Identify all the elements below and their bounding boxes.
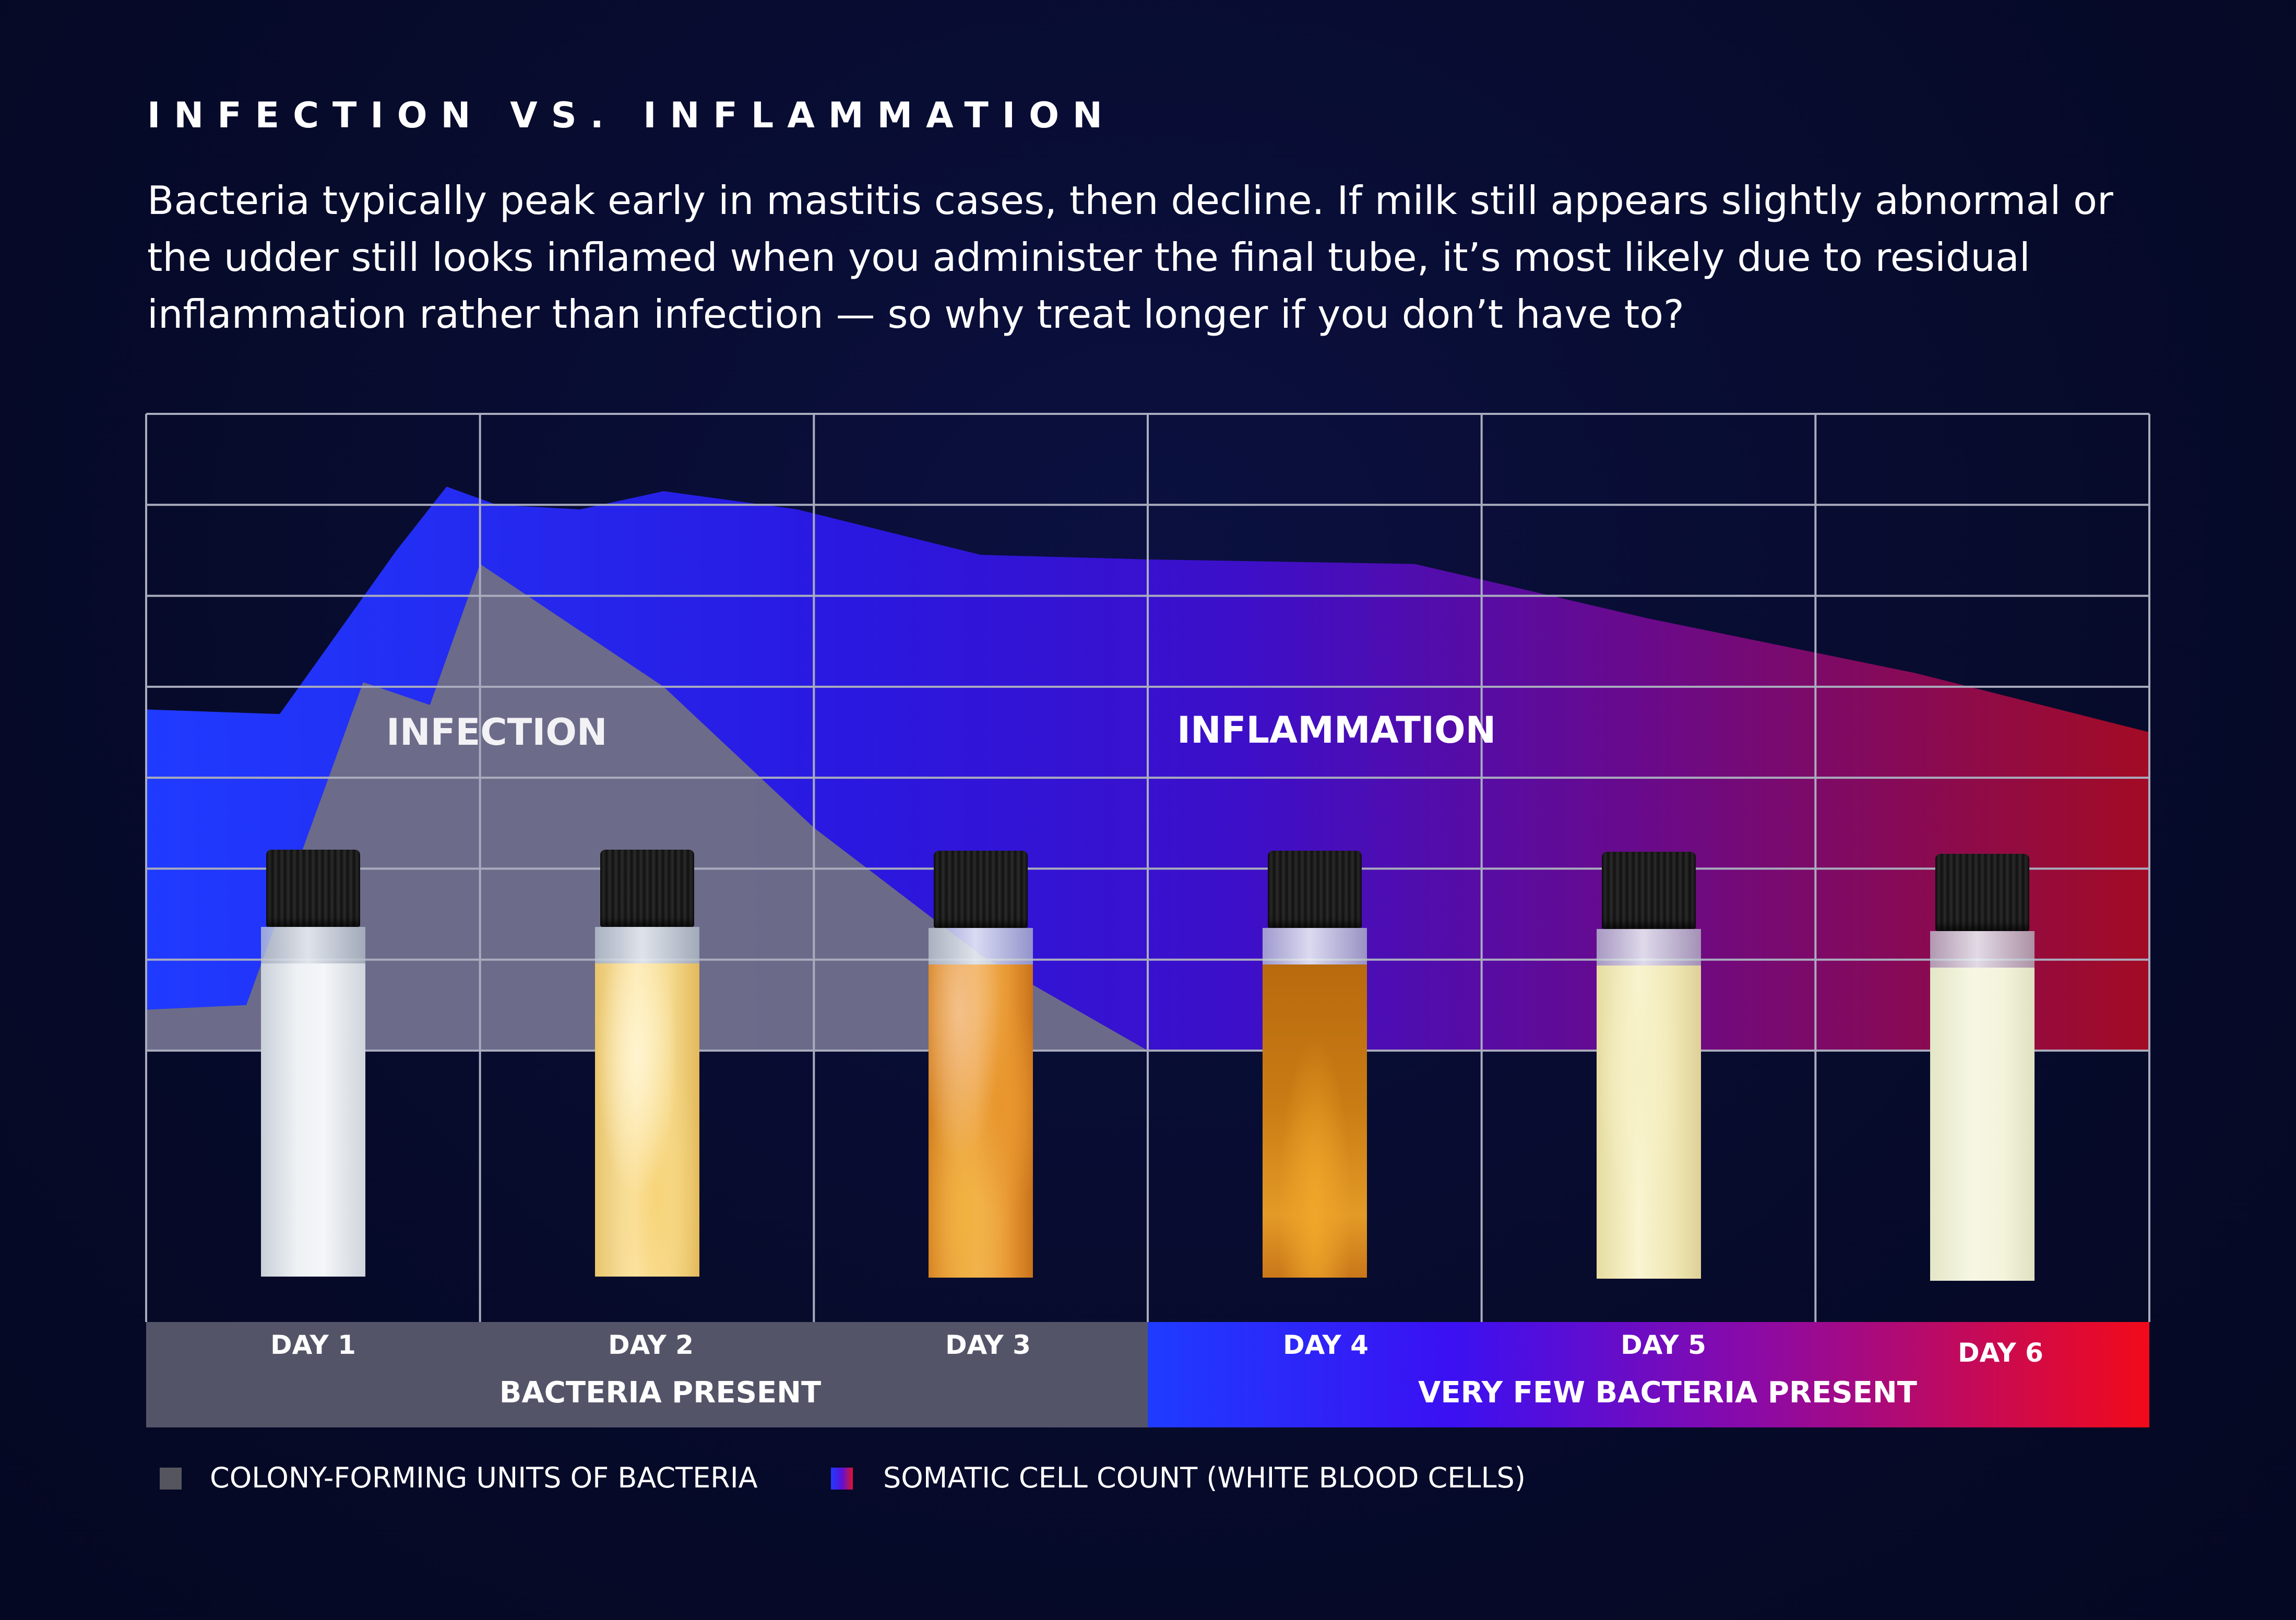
milk-sample-tube-day1	[260, 850, 365, 1277]
infection-area-label: INFECTION	[386, 711, 608, 754]
milk-sample-tube-day6	[1930, 854, 2035, 1281]
tube-cap	[266, 850, 360, 927]
milk-sample-tube-day2	[594, 850, 699, 1277]
tube-cap	[600, 850, 694, 927]
legend-label-scc: SOMATIC CELL COUNT (WHITE BLOOD CELLS)	[883, 1461, 1526, 1494]
legend-label-bacteria: COLONY-FORMING UNITS OF BACTERIA	[210, 1461, 758, 1494]
tick-label-day1: DAY 1	[270, 1330, 356, 1360]
band-bacteria-present	[146, 1322, 1148, 1427]
milk-sample-tube-day3	[929, 851, 1033, 1278]
tube-cap	[1601, 852, 1696, 929]
tick-label-day2: DAY 2	[608, 1330, 694, 1360]
tube-neck	[260, 927, 365, 963]
milk-sample-tube-day5	[1596, 852, 1701, 1279]
tube-milk	[1930, 968, 2035, 1281]
tick-label-day6: DAY 6	[1958, 1338, 2043, 1368]
tube-milk	[929, 964, 1033, 1278]
tube-milk	[594, 963, 699, 1277]
tube-neck	[594, 927, 699, 963]
inflammation-area-label: INFLAMMATION	[1177, 709, 1496, 752]
legend-swatch-bacteria	[160, 1468, 182, 1490]
tick-label-day4: DAY 4	[1283, 1330, 1369, 1360]
tube-cap	[1267, 851, 1362, 928]
intro-paragraph: Bacteria typically peak early in mastiti…	[147, 177, 2113, 337]
tube-neck	[1596, 929, 1701, 966]
tube-neck	[1262, 928, 1367, 964]
band-label-very-few-bacteria: VERY FEW BACTERIA PRESENT	[1418, 1376, 1917, 1410]
tick-label-day5: DAY 5	[1621, 1330, 1706, 1360]
tube-neck	[1930, 931, 2035, 968]
band-very-few-bacteria	[1148, 1322, 2149, 1427]
series-area-bacteria-cfu	[146, 564, 1148, 1051]
tube-milk	[1262, 964, 1367, 1278]
tube-cap	[934, 851, 1028, 928]
tube-milk	[260, 963, 365, 1277]
tube-neck	[929, 928, 1033, 964]
band-label-bacteria-present: BACTERIA PRESENT	[499, 1376, 822, 1410]
page-heading: INFECTION VS. INFLAMMATION	[147, 95, 1116, 136]
tick-label-day3: DAY 3	[945, 1330, 1031, 1360]
tube-milk	[1596, 966, 1701, 1279]
legend-swatch-scc	[831, 1468, 853, 1490]
tube-cap	[1935, 854, 2030, 931]
milk-sample-tube-day4	[1262, 851, 1367, 1278]
